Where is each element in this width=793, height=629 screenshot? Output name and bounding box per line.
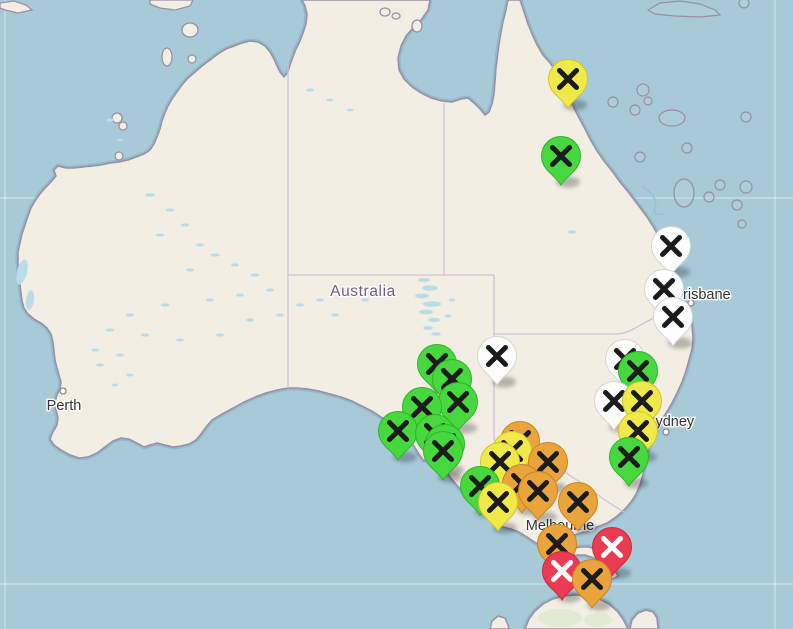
city-label-perth: Perth bbox=[47, 398, 82, 414]
x-icon bbox=[486, 345, 508, 367]
map-marker-orange[interactable] bbox=[557, 482, 599, 534]
x-icon bbox=[557, 68, 579, 90]
rivers bbox=[641, 185, 665, 216]
x-icon bbox=[546, 533, 568, 555]
map-marker-red[interactable] bbox=[541, 551, 583, 603]
state-borders bbox=[287, 63, 687, 513]
map-marker-green[interactable] bbox=[608, 437, 650, 489]
x-icon bbox=[627, 360, 649, 382]
map-marker-yellow[interactable] bbox=[547, 59, 589, 111]
x-icon bbox=[387, 420, 409, 442]
map-marker-yellow[interactable] bbox=[477, 482, 519, 534]
tasmania-forest-tint bbox=[538, 609, 612, 627]
x-icon bbox=[662, 306, 684, 328]
x-icon bbox=[618, 446, 640, 468]
x-icon bbox=[537, 451, 559, 473]
map-marker-white[interactable] bbox=[650, 226, 692, 278]
x-icon bbox=[411, 396, 433, 418]
map-marker-green[interactable] bbox=[422, 431, 464, 483]
north-islands bbox=[0, 0, 423, 161]
x-icon bbox=[603, 390, 625, 412]
x-icon bbox=[527, 480, 549, 502]
city-label-brisbane: Brisbane bbox=[673, 287, 730, 303]
map-marker-white[interactable] bbox=[476, 336, 518, 388]
x-icon bbox=[447, 391, 469, 413]
map-marker-green[interactable] bbox=[540, 136, 582, 188]
city-dot-perth bbox=[59, 387, 67, 395]
x-icon bbox=[551, 560, 573, 582]
map-marker-orange[interactable] bbox=[571, 559, 613, 611]
reef-islands bbox=[607, 0, 753, 229]
lakes bbox=[16, 88, 576, 387]
x-icon bbox=[581, 568, 603, 590]
map-marker-green[interactable] bbox=[377, 411, 419, 463]
x-icon bbox=[567, 491, 589, 513]
markers-layer bbox=[377, 59, 694, 611]
x-icon bbox=[660, 235, 682, 257]
x-icon bbox=[487, 491, 509, 513]
x-icon bbox=[631, 390, 653, 412]
x-icon bbox=[653, 278, 675, 300]
x-icon bbox=[432, 440, 454, 462]
map-marker-orange[interactable] bbox=[517, 471, 559, 523]
x-icon bbox=[601, 536, 623, 558]
x-icon bbox=[489, 451, 511, 473]
x-icon bbox=[627, 420, 649, 442]
map-marker-white[interactable] bbox=[652, 297, 694, 349]
city-dot-brisbane bbox=[687, 299, 695, 307]
x-icon bbox=[550, 145, 572, 167]
map-marker-green[interactable] bbox=[437, 382, 479, 434]
city-dot-sydney bbox=[662, 428, 670, 436]
country-label-australia: Australia bbox=[330, 283, 396, 300]
